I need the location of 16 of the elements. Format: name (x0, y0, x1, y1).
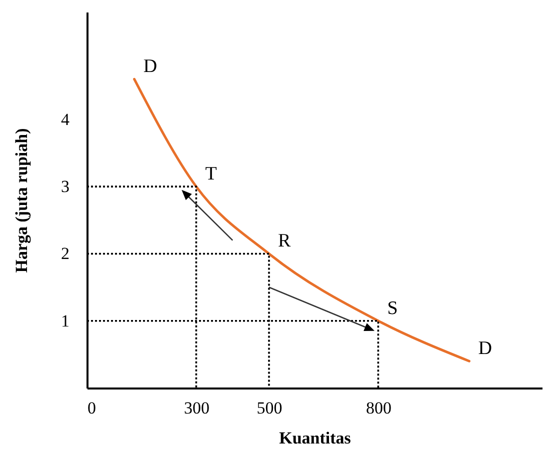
x-tick-label: 300 (184, 398, 210, 418)
annotation: T (205, 164, 218, 185)
y-tick-label: 2 (61, 244, 70, 264)
annotation: S (387, 298, 398, 319)
y-tick-label: 1 (61, 311, 70, 330)
line-series (133, 78, 470, 362)
x-tick-label: 0 (88, 398, 96, 418)
y-tick-label: 3 (61, 177, 70, 196)
annotation: D (143, 56, 158, 78)
x-tick-label: 800 (366, 398, 392, 418)
y-axis-title: Harga (juta rupiah) (12, 128, 31, 273)
annotation: R (278, 230, 291, 252)
y-tick-label: 4 (61, 110, 70, 129)
annotation: D (478, 338, 492, 360)
x-axis-title: Kuantitas (279, 428, 352, 448)
x-tick-label: 500 (256, 398, 282, 418)
